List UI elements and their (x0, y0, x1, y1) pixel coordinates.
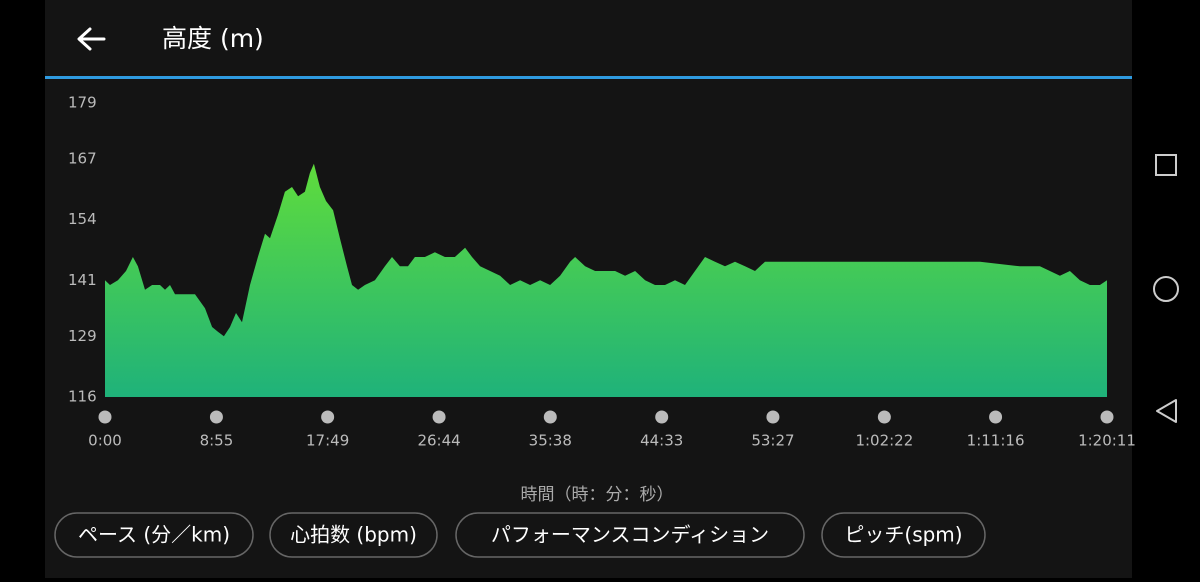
x-tick-dot (432, 410, 446, 424)
x-tick-label: 44:33 (640, 432, 683, 450)
filter-button[interactable] (455, 512, 805, 558)
recent-apps-button[interactable] (1155, 154, 1177, 176)
filter-button[interactable] (821, 512, 986, 558)
filter-button-label: 心拍数 (bpm) (290, 523, 417, 547)
x-tick-label: 8:55 (200, 432, 234, 450)
y-tick-label: 179 (68, 94, 97, 112)
x-tick-label: 53:27 (751, 432, 794, 450)
filter-button-label: ペース (分／km) (78, 523, 230, 547)
y-tick-label: 141 (68, 271, 97, 289)
x-tick-label: 1:02:22 (855, 432, 913, 450)
filter-button-label: ピッチ(spm) (844, 523, 962, 547)
x-tick-label: 26:44 (417, 432, 460, 450)
x-tick-dot (209, 410, 223, 424)
back-button[interactable] (77, 27, 106, 51)
filter-button[interactable] (54, 512, 254, 558)
x-tick-label: 35:38 (529, 432, 572, 450)
home-button[interactable] (1153, 276, 1179, 302)
y-tick-label: 116 (68, 388, 97, 406)
x-tick-dot (98, 410, 112, 424)
x-tick-dot (766, 410, 780, 424)
x-tick-label: 0:00 (88, 432, 122, 450)
x-tick-dot (989, 410, 1003, 424)
x-tick-dot (543, 410, 557, 424)
x-tick-dot (321, 410, 335, 424)
x-tick-label: 17:49 (306, 432, 349, 450)
x-tick-dot (877, 410, 891, 424)
page-title: 高度 (m) (162, 24, 264, 53)
y-tick-label: 154 (68, 210, 97, 228)
filter-button-label: パフォーマンスコンディション (491, 523, 769, 547)
chart: 116 129 141 154 167 179 0:00 8:55 17:49 26:44 35:3… (68, 94, 1136, 450)
x-tick-label: 1:20:11 (1078, 432, 1136, 450)
x-tick-dot (655, 410, 669, 424)
filter-button[interactable] (269, 512, 438, 558)
nav-back-button[interactable] (1156, 399, 1177, 423)
x-tick-dot (1100, 410, 1114, 424)
x-tick-label: 1:11:16 (967, 432, 1025, 450)
button-row: ペース (分／km) 心拍数 (bpm) パフォーマンスコンディション ピッチ(spm… (54, 512, 986, 558)
y-tick-label: 129 (68, 327, 97, 345)
header-divider (45, 76, 1132, 79)
y-tick-label: 167 (68, 150, 97, 168)
elevation-area (105, 163, 1107, 397)
x-axis-label: 時間（時：分：秒） (521, 485, 674, 505)
